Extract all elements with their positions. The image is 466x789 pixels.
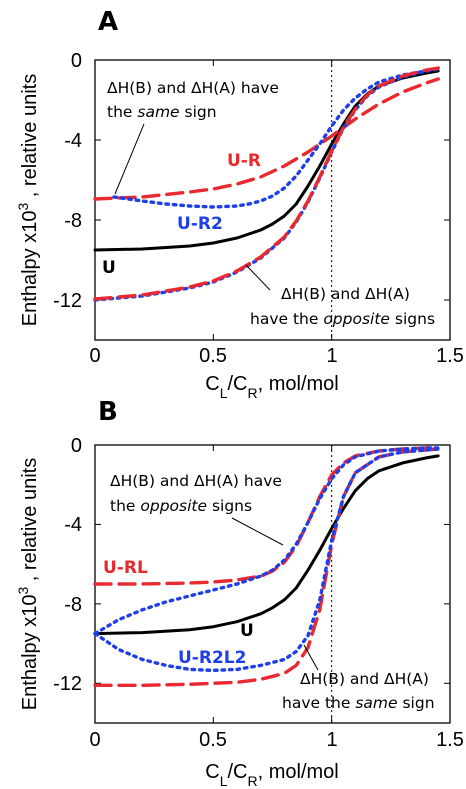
series-line-u-r <box>93 77 440 201</box>
y-tick-label: 0 <box>71 435 82 457</box>
series-line-u <box>93 454 440 636</box>
x-tick-label: 1 <box>326 729 337 751</box>
curve-label-u-rl: U-RL <box>103 558 148 578</box>
annotation-opposite-line1: ΔH(B) and ΔH(A) <box>281 285 410 303</box>
y-tick-label: -4 <box>64 514 82 536</box>
axis-ticks <box>94 444 451 723</box>
series-group <box>93 446 440 687</box>
annotation-same-sign-line1: ΔH(B) and ΔH(A) have <box>107 79 279 97</box>
x-tick-label: 0.5 <box>199 345 227 367</box>
series-line-u-r2 <box>112 67 440 209</box>
series-line-u-rl <box>93 447 440 687</box>
y-tick-label: 0 <box>71 50 82 72</box>
curve-label-u-r2l2: U-R2L2 <box>178 648 246 668</box>
y-axis-title: Enthalpy x103 , relative units <box>15 74 41 326</box>
annotation-same-sign-line2: the same sign <box>107 103 217 121</box>
y-tick-label: -12 <box>53 290 82 312</box>
series-line-u-r <box>93 66 440 301</box>
annotation-opposite-line2: have the opposite signs <box>250 310 435 328</box>
panel-b: B 0 -4 -8 -12 0 0.5 1 1.5 CL/CR, mol/mol… <box>15 397 464 789</box>
annotation-opposite-line1: ΔH(B) and ΔH(A) have <box>110 472 282 490</box>
panel-label-a: A <box>98 7 118 37</box>
curve-label-u-r2: U-R2 <box>177 214 223 234</box>
x-tick-label: 0 <box>89 729 100 751</box>
annotation-leader <box>231 517 284 546</box>
annotation-opposite-line2: the opposite signs <box>110 497 252 515</box>
annotation-leader <box>245 264 271 291</box>
axis-ticks <box>94 59 451 340</box>
y-tick-label: -12 <box>53 673 82 695</box>
series-line-u-r2l2 <box>93 446 440 636</box>
x-tick-label: 1.5 <box>436 729 464 751</box>
x-tick-label: 0.5 <box>199 729 227 751</box>
curve-label-u: U <box>102 258 116 278</box>
curve-label-u-r: U-R <box>227 151 261 171</box>
x-axis-title: CL/CR, mol/mol <box>205 373 339 401</box>
panel-label-b: B <box>98 397 118 427</box>
y-tick-label: -4 <box>64 130 82 152</box>
annotation-same-sign-line1: ΔH(B) and ΔH(A) <box>300 670 429 688</box>
x-tick-label: 0 <box>89 345 100 367</box>
curve-label-u: U <box>240 621 254 641</box>
series-group <box>93 66 440 302</box>
x-tick-label: 1 <box>326 345 337 367</box>
y-axis-title: Enthalpy x103 , relative units <box>15 458 41 710</box>
x-axis-title: CL/CR, mol/mol <box>205 761 339 789</box>
panel-a: A 0 -4 -8 -12 0 0.5 1 1.5 CL/CR, mol/mol… <box>15 7 464 401</box>
annotation-same-sign-line2: have the same sign <box>282 694 435 712</box>
annotation-leader <box>303 644 319 671</box>
y-tick-label: -8 <box>64 594 82 616</box>
annotation-leader <box>114 123 145 195</box>
series-line-u-r2l2 <box>93 447 440 673</box>
x-tick-label: 1.5 <box>436 345 464 367</box>
y-tick-label: -8 <box>64 210 82 232</box>
